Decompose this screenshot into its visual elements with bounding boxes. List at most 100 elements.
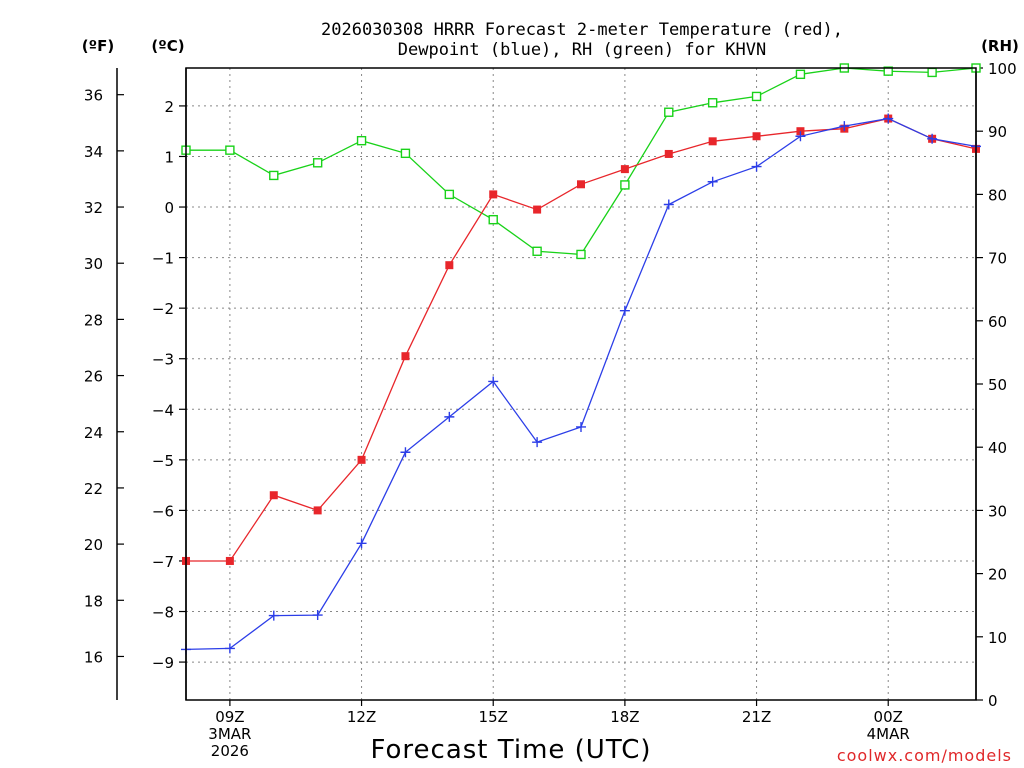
fahrenheit-tick-label: 36 — [84, 87, 103, 105]
rh-axis-header: (RH) — [981, 37, 1019, 55]
rh-series — [181, 63, 981, 260]
celsius-tick-label: −9 — [152, 654, 174, 672]
rh-point — [751, 91, 762, 102]
fahrenheit-tick-label: 18 — [84, 592, 103, 610]
rh-tick-label: 40 — [988, 439, 1007, 457]
celsius-axis-header: (ºC) — [151, 37, 184, 55]
x-tick-label: 2026 — [211, 742, 249, 760]
temperature-point — [620, 165, 629, 174]
rh-point — [576, 249, 586, 260]
rh-tick-label: 10 — [988, 629, 1007, 647]
x-tick-label: 4MAR — [867, 725, 910, 743]
rh-point — [795, 69, 806, 80]
fahrenheit-tick-label: 34 — [84, 143, 103, 161]
temperature-point — [577, 180, 585, 189]
dewpoint-point — [619, 305, 630, 316]
rh-point — [883, 66, 893, 76]
temperature-point — [313, 506, 322, 515]
temperature-point — [357, 455, 366, 464]
rh-point — [488, 214, 498, 225]
rh-tick-label: 50 — [988, 376, 1007, 394]
chart-title-line1: 2026030308 HRRR Forecast 2-meter Tempera… — [321, 20, 843, 40]
temperature-point — [445, 261, 454, 270]
rh-tick-label: 100 — [988, 60, 1017, 78]
rh-point — [400, 148, 411, 159]
dewpoint-point — [444, 411, 455, 422]
temperature-point — [489, 190, 498, 199]
rh-point — [620, 180, 630, 190]
dewpoint-series — [181, 113, 981, 655]
dewpoint-point — [883, 113, 894, 124]
celsius-tick-label: −2 — [152, 300, 174, 318]
grid-lines — [186, 68, 976, 700]
x-tick-label: 3MAR — [208, 725, 251, 743]
rh-line — [186, 67, 977, 256]
dewpoint-point — [356, 538, 367, 549]
rh-point — [356, 135, 367, 146]
dewpoint-point — [707, 176, 718, 187]
x-tick-label: 21Z — [742, 708, 771, 726]
dewpoint-point — [268, 610, 279, 621]
celsius-tick-label: −8 — [152, 604, 174, 622]
rh-point — [927, 67, 937, 78]
celsius-tick-label: 1 — [164, 148, 174, 166]
plot-frame — [185, 67, 977, 701]
rh-point — [532, 246, 542, 256]
celsius-tick-label: −3 — [152, 351, 174, 369]
rh-point — [269, 170, 279, 181]
dewpoint-point — [576, 421, 586, 432]
rh-point — [444, 189, 455, 200]
celsius-axis: −9 −8 −7 −6 −5 −4 −3 −2 −1 0 1 2 — [152, 68, 187, 700]
fahrenheit-tick-label: 30 — [84, 255, 103, 273]
rh-tick-label: 60 — [988, 313, 1007, 331]
rh-point — [664, 107, 674, 117]
rh-tick-label: 90 — [988, 123, 1007, 141]
temperature-point — [796, 127, 805, 136]
celsius-tick-label: −1 — [152, 250, 174, 268]
dewpoint-point — [663, 199, 674, 210]
fahrenheit-tick-label: 22 — [84, 480, 103, 498]
credit-text: coolwx.com/models — [837, 746, 1012, 765]
dewpoint-point — [795, 131, 806, 142]
rh-axis: 0 10 20 30 40 50 60 70 80 90 100 — [975, 60, 1017, 710]
dewpoint-point — [488, 376, 499, 387]
rh-tick-label: 80 — [988, 186, 1007, 204]
rh-tick-label: 70 — [988, 250, 1007, 268]
fahrenheit-tick-label: 24 — [84, 424, 103, 442]
temperature-point — [533, 205, 542, 214]
temperature-point — [708, 137, 717, 146]
dewpoint-line — [185, 117, 977, 651]
temperature-point — [401, 352, 410, 361]
fahrenheit-tick-label: 28 — [84, 311, 103, 329]
dewpoint-point — [532, 437, 543, 448]
dewpoint-point — [312, 610, 323, 621]
temperature-point — [752, 132, 761, 141]
rh-tick-label: 30 — [988, 502, 1007, 520]
dewpoint-point — [400, 447, 411, 458]
chart-title-line2: Dewpoint (blue), RH (green) for KHVN — [398, 40, 766, 60]
rh-tick-label: 0 — [988, 692, 998, 710]
fahrenheit-axis-header: (ºF) — [82, 37, 114, 55]
dewpoint-point — [927, 133, 938, 144]
celsius-tick-label: 2 — [164, 98, 174, 116]
celsius-tick-label: −5 — [152, 452, 174, 470]
celsius-tick-label: −6 — [152, 502, 174, 520]
x-tick-label: 15Z — [479, 708, 508, 726]
rh-point — [225, 145, 235, 155]
rh-tick-label: 20 — [988, 566, 1007, 584]
fahrenheit-tick-label: 16 — [84, 648, 103, 666]
rh-point — [312, 158, 323, 168]
x-tick-label: 09Z — [215, 708, 244, 726]
temperature-point — [664, 149, 673, 158]
x-tick-label: 00Z — [874, 708, 903, 726]
celsius-tick-label: −4 — [152, 401, 174, 419]
temperature-point — [225, 556, 234, 565]
temperature-point — [269, 491, 278, 500]
celsius-tick-label: −7 — [152, 553, 174, 571]
dewpoint-point — [224, 643, 235, 654]
fahrenheit-tick-label: 26 — [84, 368, 103, 386]
x-tick-label: 18Z — [610, 708, 639, 726]
fahrenheit-tick-label: 32 — [84, 199, 103, 217]
dewpoint-point — [839, 121, 850, 132]
